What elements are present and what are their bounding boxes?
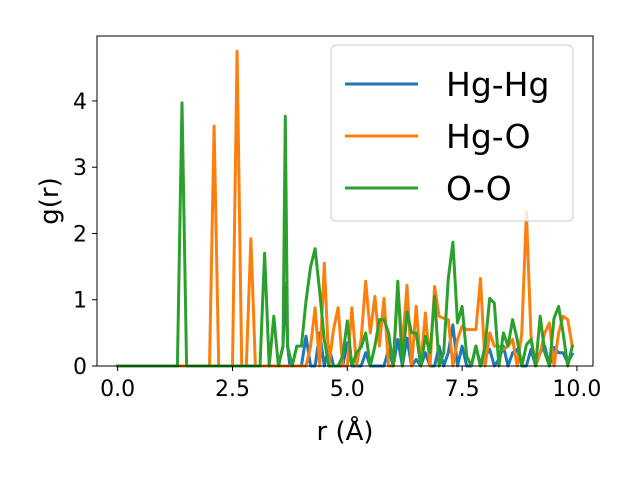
x-tick-label: 0.0 — [100, 377, 135, 402]
y-tick-label: 2 — [73, 222, 87, 247]
y-tick-label: 4 — [73, 90, 87, 115]
x-tick-label: 5.0 — [330, 377, 365, 402]
legend-label-hg-o: Hg-O — [446, 117, 531, 156]
x-axis-label: r (Å) — [316, 415, 373, 447]
legend: Hg-Hg Hg-O O-O — [330, 44, 574, 222]
x-tick-label: 10.0 — [552, 377, 601, 402]
x-tick-label: 2.5 — [215, 377, 250, 402]
legend-box — [330, 44, 574, 222]
y-tick-label: 1 — [73, 289, 87, 314]
x-axis-ticks: 0.0 2.5 5.0 7.5 10.0 — [100, 366, 601, 402]
y-axis-ticks: 0 1 2 3 4 — [73, 90, 97, 380]
x-tick-label: 7.5 — [445, 377, 480, 402]
legend-label-o-o: O-O — [446, 169, 512, 208]
y-tick-label: 0 — [73, 355, 87, 380]
plot-area-frame — [96, 35, 594, 367]
legend-label-hg-hg: Hg-Hg — [446, 65, 549, 104]
y-tick-label: 3 — [73, 156, 87, 181]
y-axis-label: g(r) — [35, 177, 65, 224]
legend-items: Hg-Hg Hg-O O-O — [345, 65, 549, 208]
